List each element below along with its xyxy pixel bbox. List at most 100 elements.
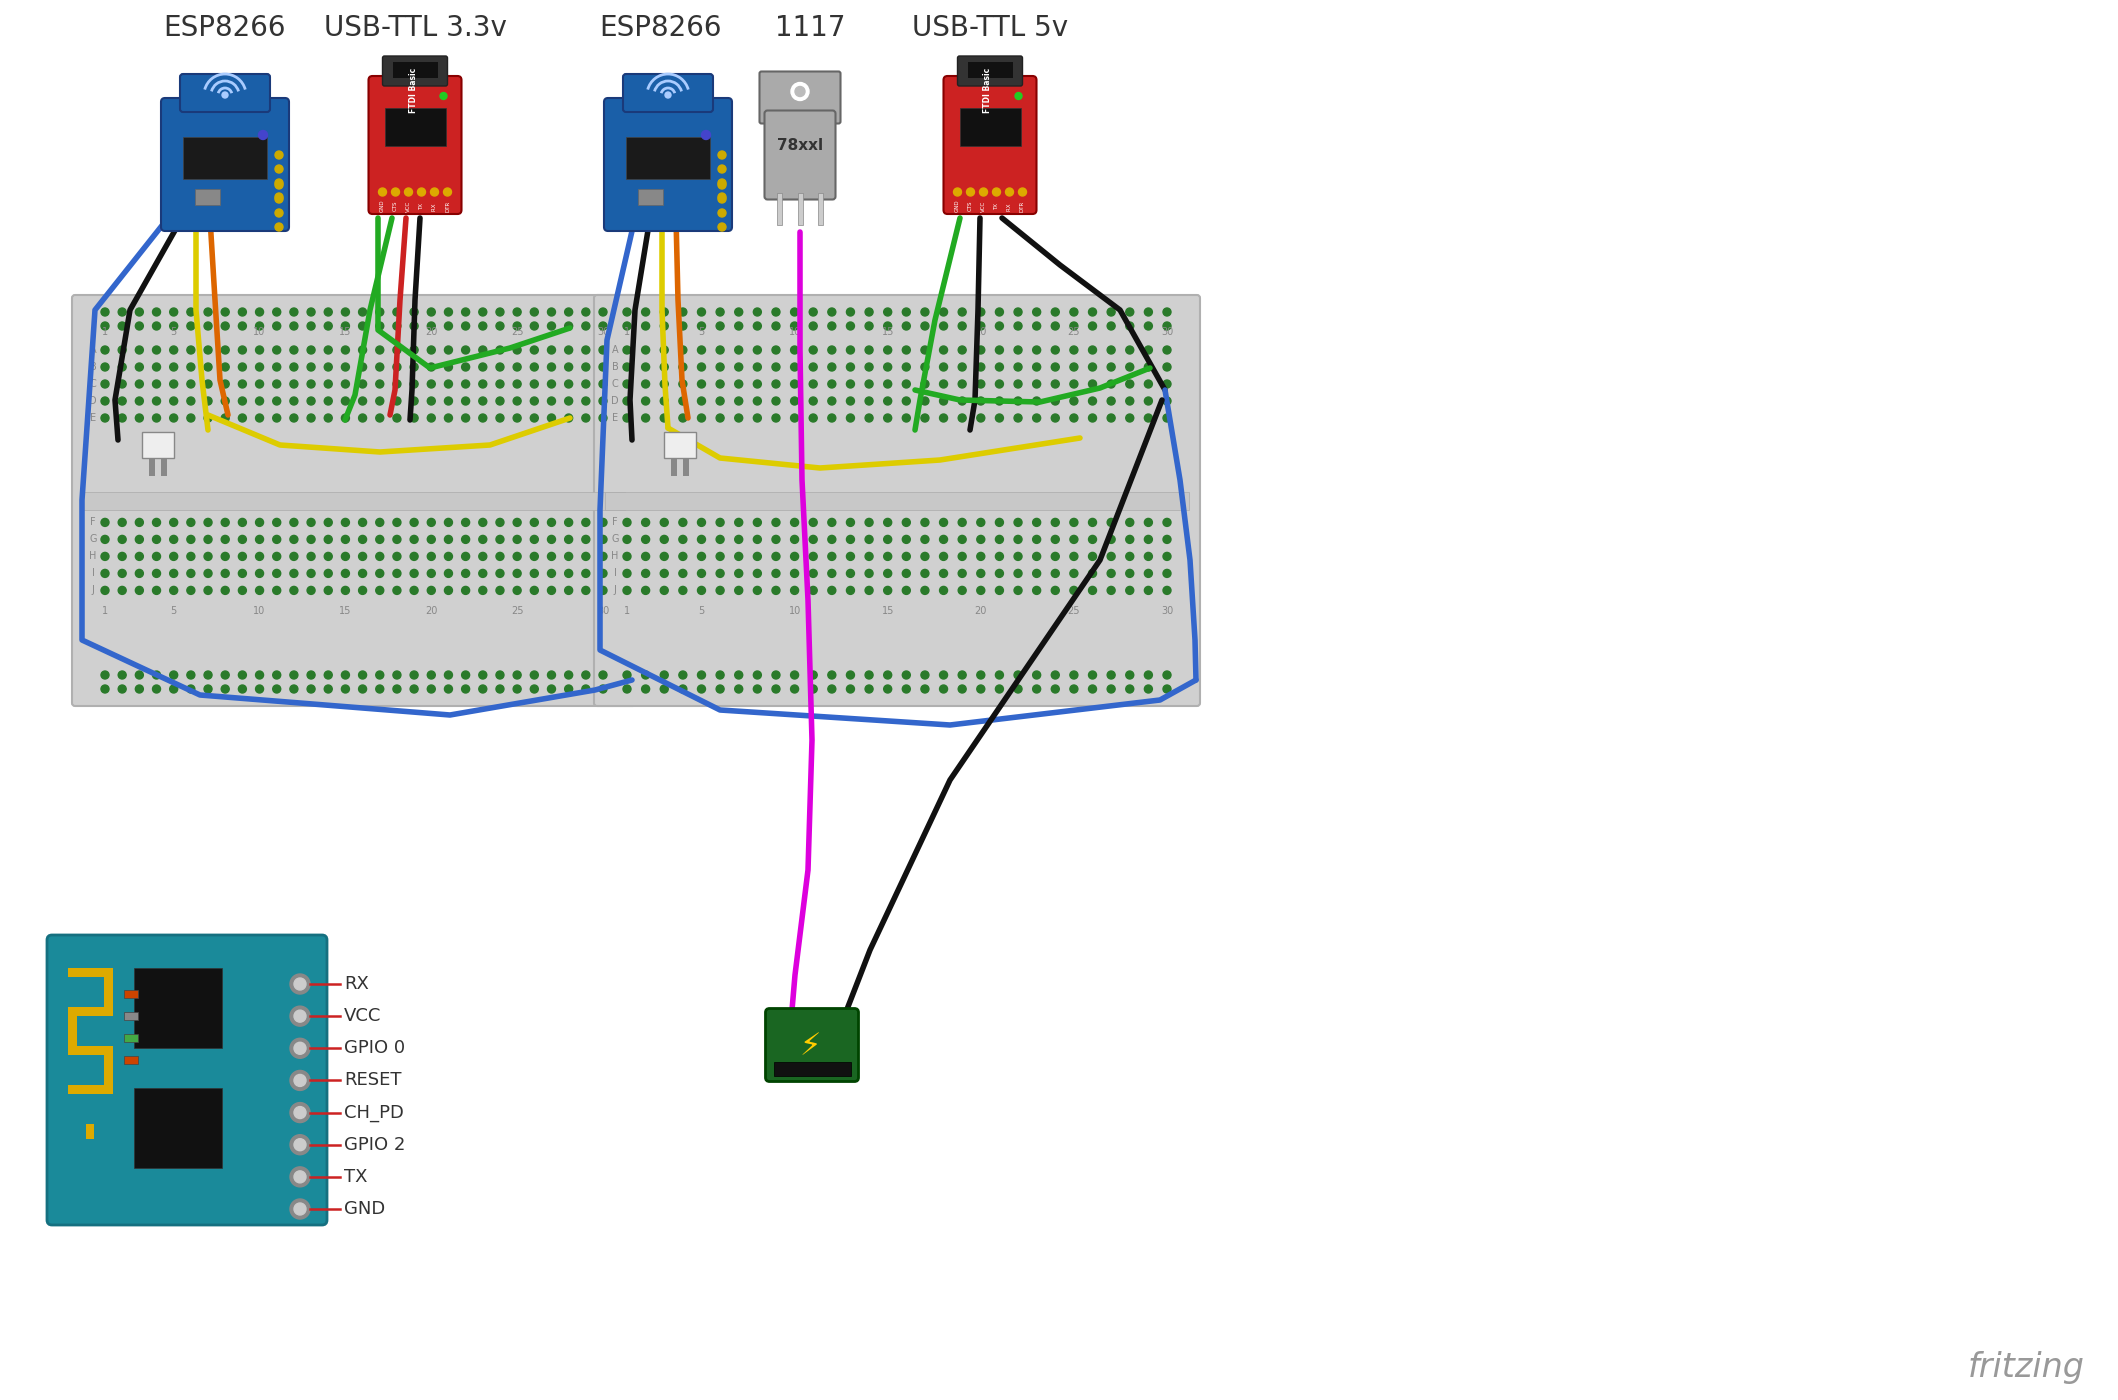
Circle shape <box>324 570 333 577</box>
Text: 10: 10 <box>254 328 265 337</box>
Circle shape <box>394 553 400 560</box>
Circle shape <box>847 308 854 316</box>
Circle shape <box>1015 379 1023 388</box>
Circle shape <box>394 308 400 316</box>
Circle shape <box>169 535 178 543</box>
Circle shape <box>239 587 246 595</box>
Circle shape <box>566 398 572 405</box>
Circle shape <box>902 685 911 693</box>
Text: F: F <box>612 518 618 528</box>
Circle shape <box>1070 685 1078 693</box>
Circle shape <box>623 685 631 693</box>
Circle shape <box>716 553 724 560</box>
Circle shape <box>462 570 470 577</box>
Circle shape <box>256 414 263 421</box>
Text: 30: 30 <box>1161 606 1173 616</box>
Circle shape <box>256 671 263 679</box>
Circle shape <box>136 308 144 316</box>
Circle shape <box>496 518 504 526</box>
Text: GND: GND <box>343 1200 385 1218</box>
Circle shape <box>1070 535 1078 543</box>
Text: 25: 25 <box>1067 606 1080 616</box>
Circle shape <box>220 587 229 595</box>
Text: ESP8266: ESP8266 <box>599 14 722 42</box>
Circle shape <box>1144 379 1152 388</box>
Circle shape <box>239 363 246 371</box>
Circle shape <box>790 398 798 405</box>
Circle shape <box>307 379 316 388</box>
Circle shape <box>275 223 284 231</box>
Circle shape <box>680 587 686 595</box>
Circle shape <box>220 553 229 560</box>
Circle shape <box>957 379 966 388</box>
Circle shape <box>940 587 947 595</box>
Circle shape <box>1051 570 1059 577</box>
Circle shape <box>220 379 229 388</box>
Circle shape <box>582 346 589 354</box>
Circle shape <box>1089 398 1097 405</box>
Circle shape <box>513 308 521 316</box>
Circle shape <box>496 308 504 316</box>
Circle shape <box>771 553 779 560</box>
Bar <box>392 62 438 78</box>
Circle shape <box>902 363 911 371</box>
Bar <box>68 1007 112 1016</box>
Circle shape <box>809 553 818 560</box>
Circle shape <box>479 671 487 679</box>
Circle shape <box>940 518 947 526</box>
Circle shape <box>136 570 144 577</box>
Circle shape <box>379 188 385 196</box>
Circle shape <box>546 570 555 577</box>
Circle shape <box>428 414 436 421</box>
Circle shape <box>411 398 417 405</box>
Circle shape <box>921 398 930 405</box>
Circle shape <box>1144 535 1152 543</box>
Circle shape <box>697 398 705 405</box>
Circle shape <box>294 1074 305 1086</box>
Circle shape <box>513 363 521 371</box>
Circle shape <box>790 363 798 371</box>
Circle shape <box>754 535 760 543</box>
Circle shape <box>445 671 453 679</box>
Bar <box>133 967 222 1049</box>
Circle shape <box>375 322 383 330</box>
Circle shape <box>136 671 144 679</box>
Text: TX: TX <box>343 1168 369 1186</box>
Circle shape <box>847 587 854 595</box>
Circle shape <box>623 518 631 526</box>
Circle shape <box>530 379 538 388</box>
Circle shape <box>479 322 487 330</box>
Circle shape <box>239 570 246 577</box>
Circle shape <box>1163 570 1171 577</box>
Circle shape <box>864 363 873 371</box>
Circle shape <box>256 518 263 526</box>
Circle shape <box>307 308 316 316</box>
Circle shape <box>203 570 212 577</box>
Text: J: J <box>91 585 95 595</box>
Bar <box>818 192 824 224</box>
Circle shape <box>307 518 316 526</box>
Text: 5: 5 <box>172 606 176 616</box>
Circle shape <box>771 671 779 679</box>
Circle shape <box>169 587 178 595</box>
Circle shape <box>1051 553 1059 560</box>
Circle shape <box>716 308 724 316</box>
Circle shape <box>324 535 333 543</box>
Circle shape <box>375 308 383 316</box>
Circle shape <box>1051 379 1059 388</box>
Text: TX: TX <box>993 202 1000 210</box>
Circle shape <box>995 379 1004 388</box>
Circle shape <box>136 553 144 560</box>
Circle shape <box>186 308 195 316</box>
Circle shape <box>809 518 818 526</box>
Circle shape <box>847 398 854 405</box>
Circle shape <box>479 553 487 560</box>
Circle shape <box>169 553 178 560</box>
Circle shape <box>1034 379 1040 388</box>
Circle shape <box>530 587 538 595</box>
Circle shape <box>864 518 873 526</box>
Bar <box>638 189 663 204</box>
Circle shape <box>1144 570 1152 577</box>
Circle shape <box>186 322 195 330</box>
Text: D: D <box>89 396 97 406</box>
